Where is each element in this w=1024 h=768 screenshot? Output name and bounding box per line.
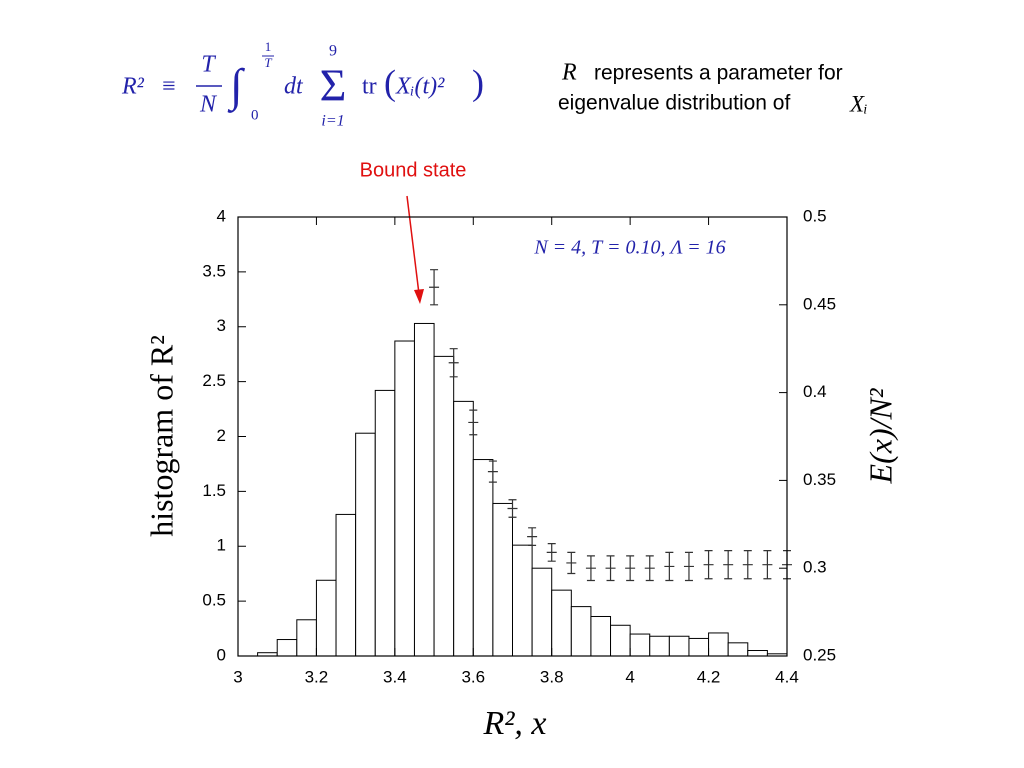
histogram-bar bbox=[335, 513, 357, 657]
y-tick-label: 4 bbox=[217, 206, 226, 225]
histogram-bar bbox=[276, 639, 298, 657]
histogram-bar bbox=[629, 633, 651, 657]
formula-part: ( bbox=[384, 62, 396, 102]
description-symbol: R bbox=[561, 60, 577, 86]
error-bar bbox=[468, 409, 479, 436]
histogram-bar bbox=[551, 589, 572, 657]
histogram-bar bbox=[688, 637, 710, 657]
error-bar bbox=[546, 543, 557, 562]
formula-part: i=1 bbox=[321, 113, 344, 130]
histogram-bar bbox=[668, 635, 690, 657]
histogram-bar bbox=[570, 606, 592, 657]
formula-part: Xᵢ(t)² bbox=[395, 74, 445, 100]
formula-part: dt bbox=[284, 74, 304, 100]
histogram-bar bbox=[315, 579, 337, 657]
y-tick-label: 0.5 bbox=[202, 591, 226, 610]
x-axis-title: R², x bbox=[482, 705, 546, 742]
error-bar bbox=[683, 551, 694, 582]
histogram-bar bbox=[727, 642, 749, 657]
formula-part: R² bbox=[121, 74, 145, 100]
x-tick-label: 3.2 bbox=[305, 667, 329, 686]
error-bar bbox=[723, 550, 734, 580]
annotation-arrow bbox=[406, 195, 420, 295]
error-bar bbox=[644, 555, 655, 582]
histogram-bar bbox=[610, 624, 631, 657]
x-tick-label: 3.8 bbox=[540, 667, 564, 686]
y-tick-label: 1.5 bbox=[202, 481, 226, 500]
x-tick-label: 3 bbox=[233, 667, 242, 686]
y-tick-label: 2 bbox=[217, 426, 226, 445]
error-bar bbox=[585, 555, 596, 582]
formula-part: T bbox=[264, 55, 272, 70]
y2-tick-label: 0.35 bbox=[803, 470, 836, 489]
error-bar bbox=[742, 550, 753, 580]
y-tick-label: 3.5 bbox=[202, 261, 226, 280]
error-bar bbox=[527, 527, 538, 546]
error-bar bbox=[664, 551, 675, 582]
description-text: represents a parameter for bbox=[594, 62, 843, 85]
histogram-bar bbox=[355, 432, 376, 657]
description-text: eigenvalue distribution of bbox=[558, 92, 790, 115]
y-tick-label: 1 bbox=[217, 536, 226, 555]
histogram-bar bbox=[747, 650, 768, 657]
histogram-bar bbox=[492, 502, 513, 657]
error-bar bbox=[566, 551, 577, 575]
histogram-bar bbox=[512, 544, 533, 657]
histogram-bar bbox=[649, 635, 670, 657]
formula-part: tr bbox=[362, 74, 377, 100]
error-bar bbox=[487, 460, 498, 483]
histogram-bar bbox=[472, 459, 494, 657]
y2-tick-label: 0.5 bbox=[803, 206, 827, 225]
histogram-bar bbox=[394, 340, 415, 657]
error-bar bbox=[429, 269, 440, 306]
formula-part: T bbox=[201, 52, 216, 78]
annotation-arrowhead bbox=[414, 289, 424, 304]
y-tick-label: 0 bbox=[217, 645, 226, 664]
error-bar bbox=[625, 555, 636, 582]
formula-part: 1 bbox=[265, 39, 272, 54]
formula-part: ∫ bbox=[227, 60, 245, 114]
histogram-bar bbox=[433, 355, 455, 657]
histogram-bar bbox=[531, 567, 553, 657]
histogram-bar bbox=[590, 615, 612, 657]
histogram-bar bbox=[296, 619, 317, 657]
x-tick-label: 3.4 bbox=[383, 667, 407, 686]
x-tick-label: 4.2 bbox=[697, 667, 721, 686]
histogram-bar bbox=[708, 632, 729, 657]
error-bar bbox=[448, 348, 459, 378]
y2-axis-title: E(x)/N² bbox=[862, 387, 898, 484]
error-bar bbox=[507, 499, 518, 518]
error-bar bbox=[762, 550, 773, 580]
y2-tick-label: 0.45 bbox=[803, 294, 836, 313]
histogram-bar bbox=[374, 389, 396, 657]
description-symbol: Xᵢ bbox=[849, 91, 868, 116]
plot-label: N = 4, T = 0.10, Λ = 16 bbox=[533, 237, 725, 259]
formula-part: 0 bbox=[251, 107, 259, 123]
y-axis-title: histogram of R² bbox=[143, 335, 179, 537]
y-tick-label: 2.5 bbox=[202, 371, 226, 390]
histogram-bar bbox=[453, 400, 474, 657]
formula-part: ) bbox=[472, 62, 484, 102]
y2-tick-label: 0.3 bbox=[803, 558, 827, 577]
x-tick-label: 4.4 bbox=[775, 667, 799, 686]
y2-tick-label: 0.25 bbox=[803, 645, 836, 664]
y-tick-label: 3 bbox=[217, 316, 226, 335]
formula-part: ≡ bbox=[162, 74, 176, 100]
error-bar bbox=[605, 555, 616, 582]
formula: R² ≡ T N ∫ 1 T 0 dt Σ 9 i=1 tr ( Xᵢ(t)² … bbox=[121, 39, 484, 130]
formula-part: N bbox=[199, 92, 218, 118]
annotation: Bound state bbox=[360, 159, 467, 181]
y2-tick-label: 0.4 bbox=[803, 382, 827, 401]
formula-part: 9 bbox=[329, 43, 337, 60]
formula-part: Σ bbox=[320, 60, 347, 111]
x-tick-label: 4 bbox=[625, 667, 634, 686]
histogram-bar bbox=[413, 322, 435, 657]
error-bar bbox=[703, 550, 714, 580]
x-tick-label: 3.6 bbox=[461, 667, 485, 686]
